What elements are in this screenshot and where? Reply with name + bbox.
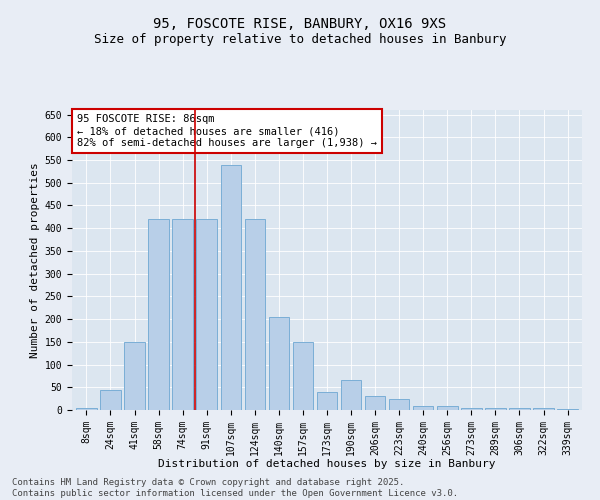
Bar bbox=[533, 408, 554, 410]
Bar bbox=[245, 219, 265, 410]
Bar bbox=[413, 406, 433, 410]
Bar bbox=[221, 164, 241, 410]
Bar bbox=[76, 408, 97, 410]
Bar bbox=[485, 408, 506, 410]
Text: 95, FOSCOTE RISE, BANBURY, OX16 9XS: 95, FOSCOTE RISE, BANBURY, OX16 9XS bbox=[154, 18, 446, 32]
Bar bbox=[389, 398, 409, 410]
Bar bbox=[509, 408, 530, 410]
Bar bbox=[196, 219, 217, 410]
Bar bbox=[365, 396, 385, 410]
Bar bbox=[148, 219, 169, 410]
Bar bbox=[437, 406, 458, 410]
Y-axis label: Number of detached properties: Number of detached properties bbox=[31, 162, 40, 358]
Bar bbox=[124, 342, 145, 410]
Bar bbox=[317, 392, 337, 410]
Bar bbox=[269, 317, 289, 410]
Bar bbox=[341, 380, 361, 410]
Text: 95 FOSCOTE RISE: 86sqm
← 18% of detached houses are smaller (416)
82% of semi-de: 95 FOSCOTE RISE: 86sqm ← 18% of detached… bbox=[77, 114, 377, 148]
Bar bbox=[461, 408, 482, 410]
Bar bbox=[557, 408, 578, 410]
Text: Size of property relative to detached houses in Banbury: Size of property relative to detached ho… bbox=[94, 32, 506, 46]
X-axis label: Distribution of detached houses by size in Banbury: Distribution of detached houses by size … bbox=[158, 459, 496, 469]
Bar bbox=[172, 219, 193, 410]
Bar bbox=[293, 342, 313, 410]
Bar bbox=[100, 390, 121, 410]
Text: Contains HM Land Registry data © Crown copyright and database right 2025.
Contai: Contains HM Land Registry data © Crown c… bbox=[12, 478, 458, 498]
